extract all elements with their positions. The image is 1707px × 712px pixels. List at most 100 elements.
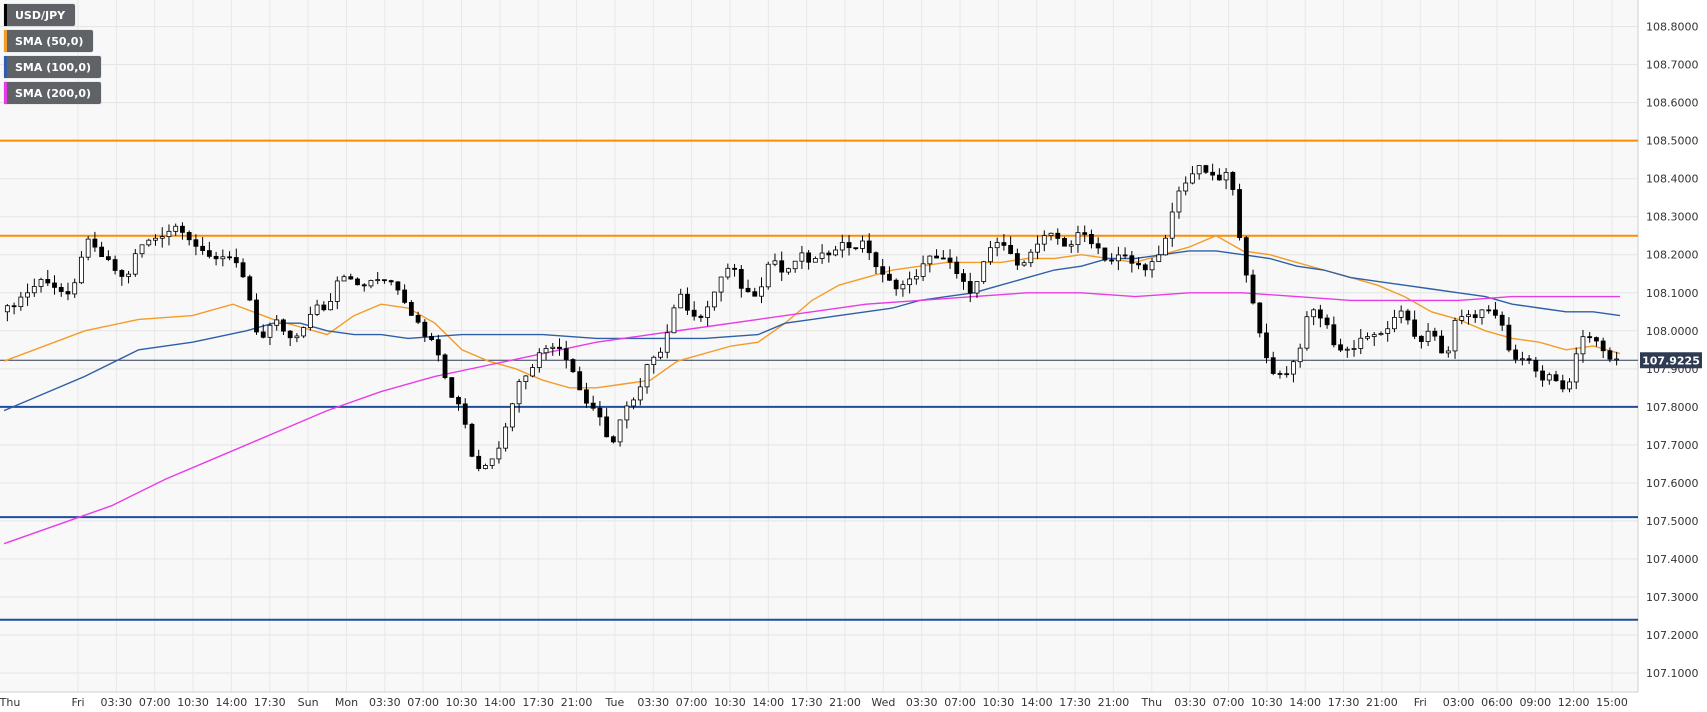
x-tick-label: 14:00	[1021, 696, 1053, 709]
candle-body	[45, 279, 51, 284]
candle-body	[907, 278, 913, 286]
candle-body	[1452, 319, 1458, 352]
x-tick-label: 17:30	[1059, 696, 1091, 709]
candle-body	[483, 465, 488, 469]
legend-swatch	[4, 4, 7, 26]
candle-body	[1055, 232, 1061, 239]
candle-body	[745, 287, 751, 293]
candle-body	[617, 419, 623, 443]
candle-body	[887, 273, 892, 281]
candle-body	[759, 286, 764, 297]
plot-background	[0, 0, 1638, 692]
candle-body	[799, 252, 805, 262]
candle-body	[395, 281, 401, 291]
candle-body	[1297, 347, 1303, 363]
candle-body	[563, 348, 569, 360]
candle-body	[1284, 373, 1290, 376]
candle-body	[1109, 259, 1115, 262]
candle-body	[1169, 211, 1175, 239]
y-tick-label: 108.0000	[1646, 325, 1699, 338]
candle-body	[651, 356, 657, 366]
x-tick-label: Thu	[1140, 696, 1162, 709]
candle-body	[79, 256, 84, 284]
candle-body	[173, 225, 179, 232]
candle-body	[1412, 319, 1418, 337]
candle-body	[738, 269, 744, 289]
candle-body	[637, 386, 643, 401]
legend-item-usdjpy[interactable]: USD/JPY	[4, 4, 76, 26]
candle-body	[1243, 237, 1249, 276]
candle-body	[1392, 316, 1397, 330]
candle-body	[671, 307, 677, 334]
candle-body	[1385, 328, 1391, 334]
candle-body	[1607, 350, 1613, 360]
candle-body	[361, 284, 367, 287]
candle-body	[213, 255, 219, 260]
candle-body	[1560, 380, 1566, 390]
x-tick-label: 03:30	[369, 696, 401, 709]
candle-body	[442, 354, 448, 378]
candle-body	[610, 436, 616, 443]
x-tick-label: 07:00	[139, 696, 171, 709]
candle-body	[1142, 264, 1148, 271]
candle-body	[1553, 374, 1559, 382]
candle-body	[1257, 302, 1263, 334]
candle-body	[126, 273, 131, 277]
candle-body	[1291, 361, 1296, 375]
candle-body	[779, 260, 785, 273]
candle-body	[1176, 190, 1182, 213]
y-tick-label: 107.8000	[1646, 401, 1699, 414]
y-tick-label: 107.1000	[1646, 667, 1699, 680]
legend-swatch	[4, 82, 7, 104]
candle-body	[691, 309, 697, 317]
legend-label: USD/JPY	[15, 8, 66, 22]
candle-body	[913, 276, 919, 280]
x-tick-label: 21:00	[561, 696, 593, 709]
candle-body	[1021, 262, 1027, 266]
candle-body	[287, 330, 293, 339]
candle-body	[880, 266, 886, 275]
x-tick-label: 03:00	[1443, 696, 1475, 709]
legend-item-sma200[interactable]: SMA (200,0)	[4, 82, 102, 104]
candle-body	[873, 252, 879, 268]
candle-body	[200, 245, 206, 251]
candle-body	[281, 319, 286, 332]
candle-body	[1048, 232, 1054, 237]
candle-body	[314, 304, 320, 315]
candle-body	[1028, 251, 1034, 264]
candle-body	[4, 305, 10, 313]
x-tick-label: 10:30	[177, 696, 209, 709]
candle-body	[550, 346, 556, 349]
x-tick-label: 03:30	[1174, 696, 1206, 709]
candle-body	[1432, 330, 1438, 337]
candle-body	[934, 255, 939, 259]
candle-body	[1230, 172, 1236, 190]
candle-body	[994, 242, 1000, 249]
candle-body	[1459, 316, 1465, 321]
legend-label: SMA (200,0)	[15, 86, 92, 100]
x-tick-label: 17:30	[522, 696, 554, 709]
candle-body	[193, 239, 199, 247]
candle-body	[1264, 332, 1269, 359]
sma-line	[3, 292, 1620, 545]
y-tick-label: 107.6000	[1646, 477, 1699, 490]
candle-body	[1014, 253, 1020, 266]
candle-body	[792, 260, 798, 270]
y-tick-label: 108.4000	[1646, 173, 1699, 186]
candle-body	[1115, 254, 1121, 262]
legend-swatch	[4, 30, 7, 52]
candle-body	[408, 302, 414, 316]
candle-body	[685, 293, 690, 311]
candle-body	[819, 252, 825, 259]
candle-body	[1062, 238, 1067, 247]
candle-body	[1493, 309, 1498, 316]
y-tick-label: 107.3000	[1646, 591, 1699, 604]
y-tick-label: 107.4000	[1646, 553, 1699, 566]
legend-item-sma100[interactable]: SMA (100,0)	[4, 56, 102, 78]
candle-body	[557, 346, 562, 350]
candle-body	[1008, 244, 1014, 254]
candle-body	[1035, 243, 1040, 253]
candle-body	[1183, 182, 1189, 192]
sma-line	[3, 250, 1621, 412]
legend-item-sma50[interactable]: SMA (50,0)	[4, 30, 94, 52]
